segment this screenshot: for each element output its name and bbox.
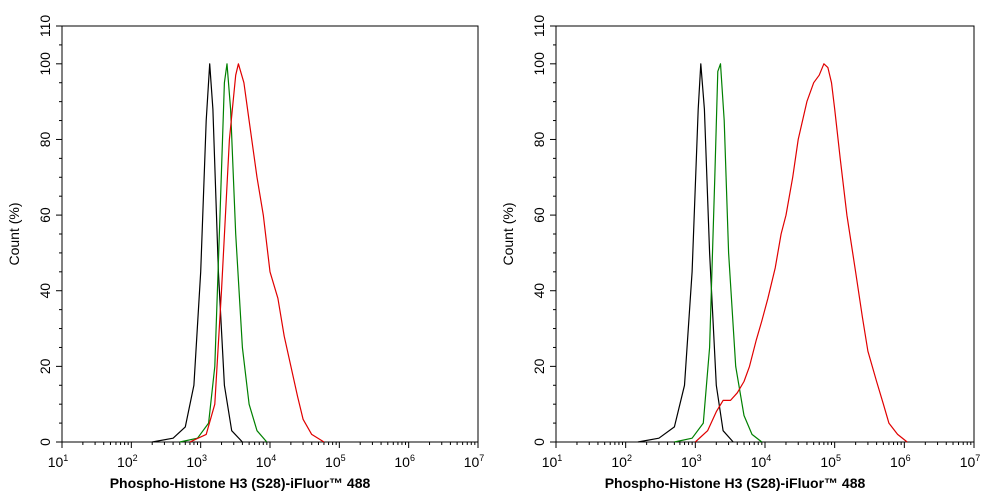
x-axis-title: Phospho-Histone H3 (S28)-iFluor™ 488 — [605, 475, 866, 491]
y-tick-label: 40 — [531, 283, 547, 299]
x-tick-label: 102 — [611, 453, 632, 470]
y-tick-label: 60 — [531, 207, 547, 223]
x-tick-base: 10 — [394, 454, 410, 470]
x-tick-base: 10 — [186, 454, 202, 470]
x-tick-base: 10 — [542, 454, 558, 470]
x-tick-base: 10 — [960, 454, 976, 470]
x-tick-base: 10 — [611, 454, 627, 470]
y-tick-label: 20 — [37, 358, 53, 374]
plot-frame — [555, 25, 975, 443]
x-tick-exponent: 7 — [975, 453, 980, 463]
plot-frame — [61, 25, 479, 443]
y-tick-label: 0 — [531, 438, 547, 446]
x-tick-exponent: 6 — [410, 453, 415, 463]
x-tick-exponent: 5 — [341, 453, 346, 463]
x-tick-exponent: 4 — [766, 453, 771, 463]
x-tick-base: 10 — [890, 454, 906, 470]
x-tick-label: 106 — [890, 453, 911, 470]
y-tick-label: 60 — [37, 207, 53, 223]
y-tick-label: 80 — [37, 131, 53, 147]
x-tick-base: 10 — [117, 454, 133, 470]
x-tick-exponent: 7 — [479, 453, 484, 463]
histogram-series-3 — [189, 63, 325, 443]
histogram-series-2 — [674, 63, 763, 443]
chart-panel-1: 101 102 103 104 105 106 107020406080100110Coun… — [6, 15, 484, 491]
x-tick-base: 10 — [820, 454, 836, 470]
x-tick-exponent: 4 — [271, 453, 276, 463]
x-tick-base: 10 — [325, 454, 341, 470]
x-tick-label: 107 — [464, 453, 485, 470]
x-tick-label: 103 — [186, 453, 207, 470]
x-tick-exponent: 1 — [557, 453, 562, 463]
histogram-series-1 — [637, 63, 734, 443]
y-tick-label: 20 — [531, 358, 547, 374]
x-tick-exponent: 2 — [627, 453, 632, 463]
y-tick-label: 110 — [531, 15, 547, 38]
x-tick-exponent: 5 — [836, 453, 841, 463]
histogram-series-3 — [694, 63, 908, 443]
x-tick-exponent: 3 — [697, 453, 702, 463]
y-tick-label: 40 — [37, 283, 53, 299]
x-tick-base: 10 — [681, 454, 697, 470]
chart-panel-2: 101 102 103 104 105 106 107020406080100110Coun… — [500, 15, 980, 491]
x-tick-label: 105 — [820, 453, 841, 470]
x-tick-label: 106 — [394, 453, 415, 470]
y-tick-label: 100 — [37, 52, 53, 76]
x-tick-label: 101 — [48, 453, 69, 470]
y-axis-title: Count (%) — [500, 202, 516, 265]
x-tick-label: 104 — [256, 453, 277, 470]
y-tick-label: 0 — [37, 438, 53, 446]
x-tick-label: 104 — [751, 453, 772, 470]
x-tick-label: 107 — [960, 453, 981, 470]
x-tick-base: 10 — [48, 454, 64, 470]
histogram-series-1 — [152, 63, 243, 443]
x-axis-title: Phospho-Histone H3 (S28)-iFluor™ 488 — [110, 475, 371, 491]
x-tick-exponent: 2 — [133, 453, 138, 463]
y-tick-label: 100 — [531, 52, 547, 76]
y-tick-label: 80 — [531, 131, 547, 147]
x-tick-exponent: 6 — [906, 453, 911, 463]
y-axis-title: Count (%) — [6, 202, 22, 265]
x-tick-base: 10 — [751, 454, 767, 470]
y-tick-label: 110 — [37, 15, 53, 38]
x-tick-exponent: 1 — [63, 453, 68, 463]
x-tick-label: 102 — [117, 453, 138, 470]
x-tick-label: 105 — [325, 453, 346, 470]
histogram-series-2 — [179, 63, 268, 443]
x-tick-label: 101 — [542, 453, 563, 470]
x-tick-base: 10 — [256, 454, 272, 470]
x-tick-exponent: 3 — [202, 453, 207, 463]
x-tick-label: 103 — [681, 453, 702, 470]
x-tick-base: 10 — [464, 454, 480, 470]
